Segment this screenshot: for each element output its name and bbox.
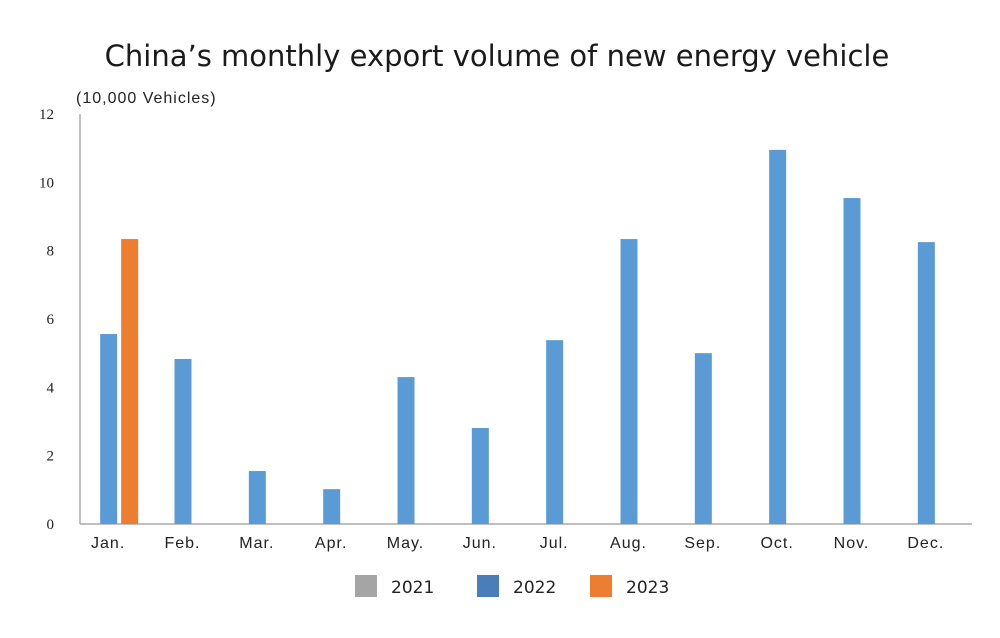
bar-2022-aug — [620, 239, 638, 525]
legend-swatch-2022 — [477, 575, 499, 597]
x-tick-label: Apr. — [315, 535, 347, 552]
x-tick-label: Oct. — [760, 535, 793, 552]
y-tick-label: 4 — [47, 380, 55, 396]
bar-2022-jan — [100, 334, 118, 524]
bar-2022-dec — [917, 242, 935, 524]
x-tick-label: Jan. — [91, 535, 125, 552]
chart-title: China’s monthly export volume of new ene… — [105, 39, 890, 73]
x-tick-label: Feb. — [164, 535, 200, 552]
x-tick-label: Mar. — [239, 535, 274, 552]
x-tick-label: Aug. — [610, 535, 647, 552]
bar-2022-apr — [323, 489, 341, 524]
y-tick-label: 2 — [47, 449, 55, 465]
legend-label-2022: 2022 — [513, 578, 556, 598]
y-tick-label: 8 — [47, 244, 55, 260]
legend-swatch-2023 — [590, 575, 612, 597]
y-tick-label: 6 — [47, 312, 55, 328]
legend-swatch-2021 — [355, 575, 377, 597]
bar-2022-jun — [471, 427, 489, 524]
x-tick-label: Nov. — [834, 535, 870, 552]
bar-2022-may — [397, 377, 415, 524]
bar-2022-jul — [546, 340, 564, 524]
y-tick-label: 0 — [47, 517, 55, 533]
y-axis-label: (10,000 Vehicles) — [76, 90, 217, 107]
bar-2022-nov — [843, 198, 861, 525]
x-tick-label: May. — [387, 535, 424, 552]
bar-2022-feb — [174, 358, 192, 524]
bar-2023-jan — [121, 239, 139, 525]
x-tick-label: Dec. — [907, 535, 944, 552]
bar-2022-mar — [248, 471, 266, 524]
x-tick-label: Jun. — [463, 535, 497, 552]
bar-2022-oct — [769, 149, 787, 524]
bar-2022-sep — [694, 353, 712, 524]
legend-label-2021: 2021 — [391, 578, 434, 598]
legend-label-2023: 2023 — [626, 578, 669, 598]
y-tick-label: 12 — [39, 107, 54, 123]
x-tick-label: Jul. — [540, 535, 569, 552]
x-tick-label: Sep. — [684, 535, 721, 552]
y-tick-label: 10 — [39, 175, 54, 191]
